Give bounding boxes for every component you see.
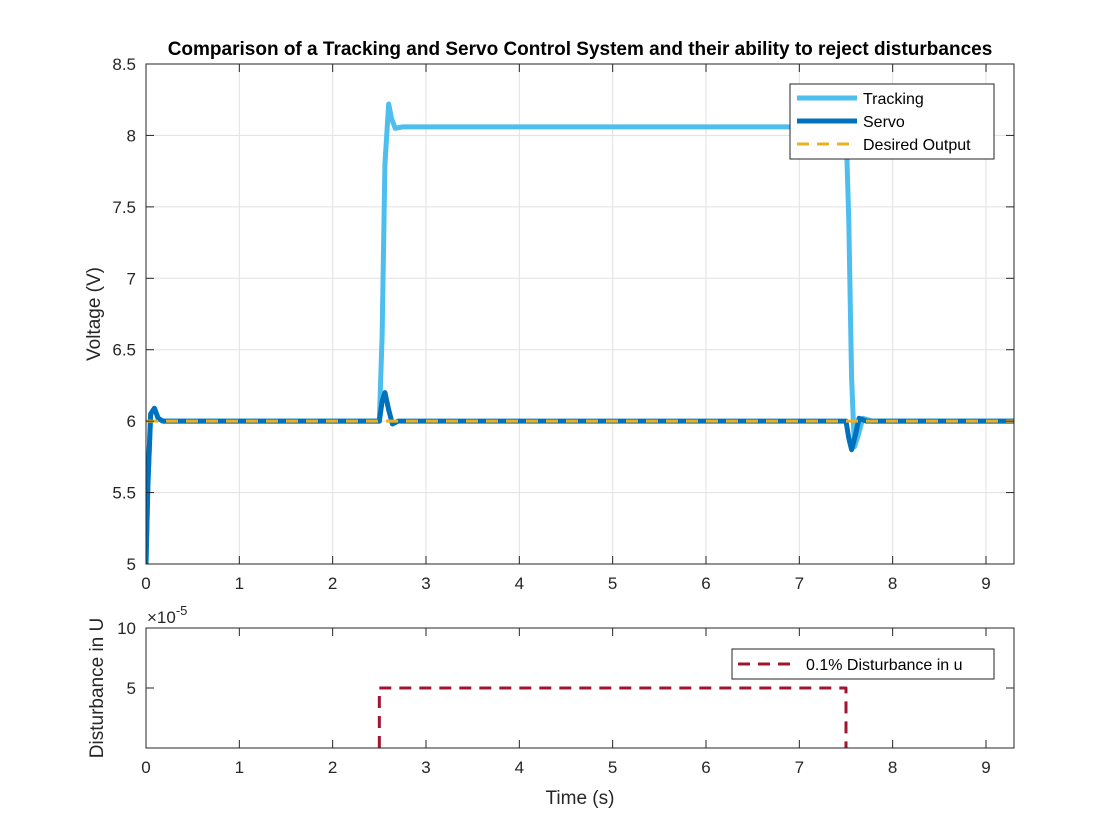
disturbance-legend: 0.1% Disturbance in u [731, 648, 995, 680]
legend-label-tracking: Tracking [863, 91, 924, 108]
exponent-label: ×10-5 [147, 603, 187, 627]
exponent-base: ×10 [147, 608, 176, 627]
x-tick-label: 0 [141, 758, 150, 777]
y-tick-label: 5 [127, 555, 136, 574]
voltage-plot: Comparison of a Tracking and Servo Contr… [84, 39, 1015, 593]
x-tick-label: 9 [981, 574, 990, 593]
legend-label-disturbance: 0.1% Disturbance in u [806, 657, 963, 674]
x-tick-label: 7 [795, 574, 804, 593]
y-tick-label: 6 [127, 412, 136, 431]
x-tick-label: 8 [888, 574, 897, 593]
x-tick-label: 0 [141, 574, 150, 593]
series-line-disturbance [377, 686, 848, 748]
disturbance-plot: 0 1 2 3 4 5 6 7 8 9 5 10 ×10-5 Disturbance in U Ti… [87, 603, 1015, 809]
disturbance-legend-box [731, 648, 995, 680]
x-tick-label: 4 [515, 758, 524, 777]
voltage-legend: Tracking Servo Desired Output [789, 83, 995, 160]
disturbance-y-tick-labels: 5 10 [117, 619, 136, 698]
x-tick-label: 1 [235, 758, 244, 777]
x-tick-label: 6 [701, 758, 710, 777]
chart-title: Comparison of a Tracking and Servo Contr… [168, 39, 993, 60]
voltage-y-tick-labels: 5 5.5 6 6.5 7 7.5 8 8.5 [112, 55, 136, 574]
voltage-ticks [145, 63, 1014, 565]
x-tick-label: 5 [608, 758, 617, 777]
disturbance-ticks [145, 627, 1014, 748]
disturbance-x-tick-labels: 0 1 2 3 4 5 6 7 8 9 [141, 758, 990, 777]
disturbance-y-axis-label: Disturbance in U [87, 618, 108, 758]
x-axis-label: Time (s) [546, 788, 615, 809]
x-tick-label: 1 [235, 574, 244, 593]
x-tick-label: 3 [421, 574, 430, 593]
y-tick-label: 5.5 [112, 484, 136, 503]
x-tick-label: 2 [328, 758, 337, 777]
exponent-power: -5 [176, 603, 188, 618]
x-tick-label: 2 [328, 574, 337, 593]
y-tick-label: 7 [127, 269, 136, 288]
y-tick-label: 8 [127, 126, 136, 145]
legend-label-desired-output: Desired Output [863, 137, 971, 154]
y-tick-label: 8.5 [112, 55, 136, 74]
voltage-x-tick-labels: 0 1 2 3 4 5 6 7 8 9 [141, 574, 990, 593]
x-tick-label: 6 [701, 574, 710, 593]
disturbance-series [377, 686, 848, 748]
x-tick-label: 5 [608, 574, 617, 593]
series-line-servo [146, 390, 1014, 564]
legend-label-servo: Servo [863, 114, 905, 131]
y-tick-label: 7.5 [112, 198, 136, 217]
y-tick-label: 6.5 [112, 341, 136, 360]
x-tick-label: 3 [421, 758, 430, 777]
x-tick-label: 4 [515, 574, 524, 593]
x-tick-label: 9 [981, 758, 990, 777]
x-tick-label: 8 [888, 758, 897, 777]
x-tick-label: 7 [795, 758, 804, 777]
y-tick-label: 5 [127, 679, 136, 698]
voltage-y-axis-label: Voltage (V) [84, 267, 105, 361]
voltage-series [146, 101, 1014, 564]
voltage-axes-box [145, 63, 1015, 565]
y-tick-label: 10 [117, 619, 136, 638]
